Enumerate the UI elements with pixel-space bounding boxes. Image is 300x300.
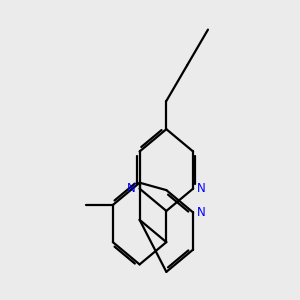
Text: N: N bbox=[197, 182, 206, 195]
Text: N: N bbox=[197, 206, 206, 219]
Text: N: N bbox=[127, 182, 135, 195]
